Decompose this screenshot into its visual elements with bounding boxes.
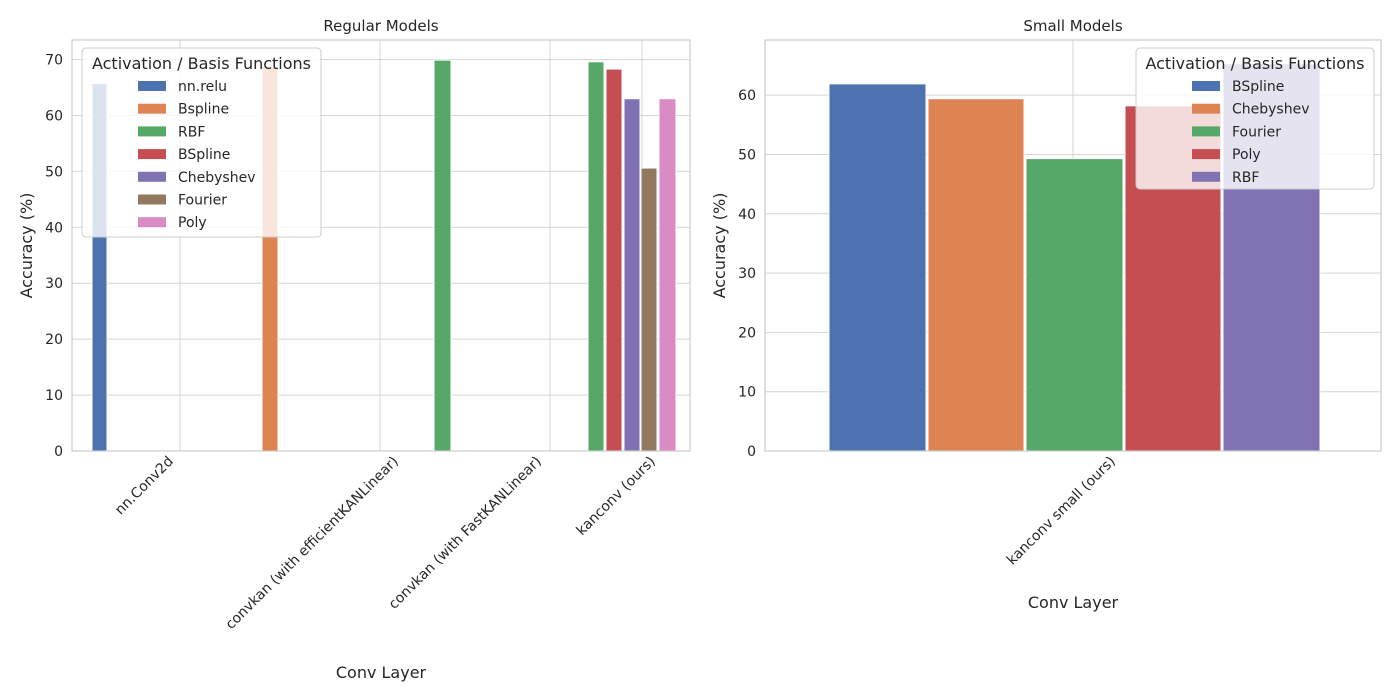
- y-tick-label: 60: [738, 88, 756, 104]
- y-axis-label: Accuracy (%): [710, 193, 729, 299]
- legend-entry-nn.relu: nn.relu: [178, 79, 227, 95]
- x-tick-label: kanconv small (ours): [1004, 454, 1119, 569]
- bar-chebyshev-kanconv-small-ours-: [927, 98, 1025, 452]
- plot-frame: [764, 39, 1382, 452]
- legend-swatch-fourier: [138, 194, 166, 205]
- legend-entry-bspline: BSpline: [178, 147, 230, 163]
- regular-models-panel: 0 10 20 30 40 50 60 70 nn.Conv2d convkan (with ef…: [17, 17, 691, 682]
- x-axis-label: Conv Layer: [336, 663, 427, 682]
- y-tick-label: 40: [45, 220, 63, 236]
- legend-entry-poly: Poly: [1232, 147, 1261, 163]
- legend-swatch-chebyshev: [138, 171, 166, 182]
- legend-swatch-fourier: [1192, 126, 1220, 137]
- legend: Activation / Basis Functions nn.relu Bspli…: [81, 47, 322, 238]
- x-axis-label: Conv Layer: [1028, 593, 1119, 612]
- plot-frame: [71, 39, 691, 452]
- legend-entry-rbf: RBF: [1232, 170, 1259, 186]
- legend-title: Activation / Basis Functions: [1145, 54, 1364, 73]
- legend-entry-chebyshev: Chebyshev: [178, 170, 256, 186]
- bar-fourier-kanconv-small-ours-: [1025, 158, 1124, 452]
- bar-fourier-kanconv-ours-: [640, 167, 658, 452]
- legend-entry-bspline: BSpline: [1232, 79, 1284, 95]
- legend-swatch-chebyshev: [1192, 103, 1220, 114]
- y-axis-label: Accuracy (%): [17, 193, 36, 299]
- legend-box: [81, 47, 322, 238]
- bar-rbf-convkan-with-fastkanlinear-: [433, 59, 452, 452]
- legend-swatch-poly: [1192, 149, 1220, 160]
- legend-entry-poly: Poly: [178, 215, 207, 231]
- legend-entry-fourier: Fourier: [1232, 124, 1281, 140]
- x-tick-label: convkan (with efficientKANLinear): [223, 454, 402, 633]
- y-tick-label: 20: [738, 325, 756, 341]
- legend-title: Activation / Basis Functions: [92, 54, 311, 73]
- chart-title: Small Models: [1023, 17, 1122, 35]
- legend-swatch-rbf: [138, 126, 166, 137]
- y-tick-label: 0: [54, 444, 63, 460]
- y-tick-label: 70: [45, 53, 63, 69]
- y-tick-label: 30: [45, 276, 63, 292]
- legend-swatch-bspline: [1192, 81, 1220, 91]
- x-tick-label: nn.Conv2d: [112, 454, 177, 519]
- legend-swatch-bspline: [138, 149, 166, 160]
- legend-entry-bspline: Bspline: [178, 102, 229, 118]
- x-tick-label: convkan (with FastKANLinear): [386, 454, 545, 613]
- bar-chebyshev-kanconv-ours-: [623, 98, 641, 452]
- legend-swatch-poly: [138, 217, 166, 228]
- y-tick-label: 10: [738, 385, 756, 401]
- x-tick-label: kanconv (ours): [574, 454, 659, 539]
- y-tick-label: 50: [738, 147, 756, 163]
- legend-entry-chebyshev: Chebyshev: [1232, 102, 1310, 118]
- legend-swatch-rbf: [1192, 171, 1220, 182]
- small-models-panel: 0 10 20 30 40 50 60 kanconv small (ours) Small M…: [710, 17, 1382, 612]
- y-tick-label: 20: [45, 332, 63, 348]
- y-tick-label: 50: [45, 164, 63, 180]
- bar-bspline-kanconv-small-ours-: [828, 83, 927, 452]
- legend: Activation / Basis Functions BSpline Cheby…: [1135, 47, 1375, 190]
- legend-entry-fourier: Fourier: [178, 193, 227, 209]
- y-tick-label: 30: [738, 266, 756, 282]
- y-tick-label: 10: [45, 388, 63, 404]
- bar-rbf-kanconv-ours-: [587, 61, 605, 452]
- legend-swatch-bspline: [138, 103, 166, 114]
- bar-poly-kanconv-ours-: [658, 98, 677, 452]
- legend-entry-rbf: RBF: [178, 124, 205, 140]
- chart-title: Regular Models: [323, 17, 438, 35]
- bar-bspline-kanconv-ours-: [605, 68, 623, 452]
- y-tick-label: 60: [45, 108, 63, 124]
- y-tick-label: 0: [747, 444, 756, 460]
- y-tick-label: 40: [738, 207, 756, 223]
- legend-swatch-nn.relu: [138, 81, 166, 91]
